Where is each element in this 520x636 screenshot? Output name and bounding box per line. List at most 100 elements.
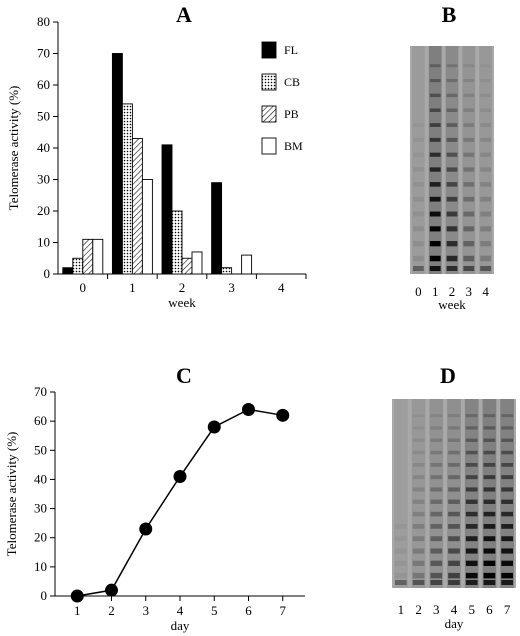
gel-band bbox=[501, 450, 513, 455]
gel-band bbox=[465, 536, 478, 542]
lane-label: 1 bbox=[398, 602, 405, 617]
gel-lane-smear bbox=[429, 399, 444, 588]
data-point bbox=[105, 583, 119, 597]
gel-band bbox=[463, 241, 475, 247]
data-point bbox=[139, 522, 153, 536]
gel-band bbox=[429, 108, 441, 113]
y-tick-label: 20 bbox=[37, 203, 50, 218]
gel-band bbox=[448, 572, 460, 579]
gel-lane-smear bbox=[462, 46, 476, 274]
data-point bbox=[241, 402, 255, 416]
gel-band bbox=[395, 572, 407, 579]
gel-x-axis-title: day bbox=[445, 616, 464, 631]
gel-band bbox=[480, 255, 491, 262]
data-point bbox=[207, 420, 221, 434]
y-tick-label: 40 bbox=[37, 140, 50, 155]
lane-label: 2 bbox=[449, 284, 456, 299]
gel-band bbox=[413, 152, 424, 157]
gel-band bbox=[412, 560, 425, 566]
gel-band bbox=[412, 499, 425, 504]
gel-band bbox=[501, 560, 513, 566]
gel-band bbox=[448, 548, 460, 554]
gel-band bbox=[463, 152, 475, 157]
gel-band bbox=[448, 414, 460, 418]
lane-label: 3 bbox=[433, 602, 440, 617]
gel-band bbox=[463, 93, 475, 98]
legend-swatch-bm bbox=[261, 137, 277, 155]
gel-primer-band bbox=[465, 580, 478, 585]
gel-band bbox=[446, 123, 458, 127]
gel-band bbox=[448, 450, 460, 455]
gel-band bbox=[480, 241, 491, 247]
gel-band bbox=[446, 196, 458, 202]
gel-band bbox=[480, 182, 491, 187]
gel-primer-band bbox=[430, 580, 443, 585]
gel-band bbox=[429, 123, 441, 127]
gel-band bbox=[480, 78, 491, 83]
gel-lane-smear bbox=[412, 46, 425, 274]
gel-lane-smear bbox=[445, 46, 459, 274]
gel-band bbox=[463, 78, 475, 83]
gel-band bbox=[501, 536, 513, 542]
gel-band bbox=[483, 414, 496, 418]
gel-band bbox=[465, 524, 478, 529]
x-tick-label: 4 bbox=[177, 603, 184, 618]
gel-lane-smear bbox=[411, 399, 426, 588]
bar-bm bbox=[141, 179, 153, 275]
lane-label: 4 bbox=[451, 602, 458, 617]
y-tick-label: 10 bbox=[34, 559, 47, 574]
gel-band bbox=[412, 572, 425, 579]
legend-label-cb: CB bbox=[284, 75, 300, 89]
y-tick-label: 70 bbox=[34, 384, 47, 399]
x-tick-label: 0 bbox=[80, 280, 87, 295]
x-tick-label: 4 bbox=[278, 280, 285, 295]
gel-band bbox=[412, 426, 425, 430]
gel-band bbox=[430, 524, 443, 529]
gel-band bbox=[446, 152, 458, 157]
gel-band bbox=[412, 536, 425, 542]
gel-band bbox=[413, 226, 424, 232]
bar-cb bbox=[171, 210, 183, 275]
gel-band bbox=[446, 108, 458, 113]
y-tick-label: 70 bbox=[37, 46, 50, 61]
gel-band bbox=[465, 426, 478, 430]
gel-band bbox=[480, 108, 491, 113]
gel-band bbox=[413, 211, 424, 217]
bar-pb bbox=[131, 138, 143, 275]
panel-a-bar-chart: A 0 10 20 30 40 50 60 70 80 0 1 2 3 4 week Telomerase a… bbox=[6, 2, 307, 310]
gel-band bbox=[412, 462, 425, 467]
gel-band bbox=[465, 475, 478, 480]
gel-band bbox=[483, 560, 496, 566]
gel-band bbox=[448, 487, 460, 492]
x-axis-title: week bbox=[168, 295, 196, 310]
gel-primer-band bbox=[483, 580, 496, 585]
lane-label: 1 bbox=[432, 284, 439, 299]
gel-band bbox=[395, 524, 407, 529]
gel-lane-smear bbox=[428, 46, 442, 274]
gel-primer-band bbox=[395, 580, 407, 585]
y-tick-label: 10 bbox=[37, 235, 50, 250]
legend-label-bm: BM bbox=[284, 139, 303, 153]
data-point bbox=[70, 589, 84, 603]
legend-label-pb: PB bbox=[284, 107, 299, 121]
x-tick-label: 2 bbox=[108, 603, 115, 618]
gel-band bbox=[429, 196, 441, 202]
gel-band bbox=[465, 487, 478, 492]
y-tick-label: 60 bbox=[37, 77, 50, 92]
legend-swatch-cb bbox=[261, 73, 277, 91]
gel-band bbox=[446, 64, 458, 68]
gel-band bbox=[429, 167, 441, 172]
gel-band bbox=[395, 560, 407, 566]
gel-band bbox=[429, 137, 441, 142]
gel-band bbox=[483, 475, 496, 480]
gel-band bbox=[429, 182, 441, 187]
gel-band bbox=[480, 137, 491, 142]
gel-band bbox=[429, 241, 441, 247]
gel-band bbox=[465, 414, 478, 418]
gel-band bbox=[446, 211, 458, 217]
lane-label: 4 bbox=[482, 284, 489, 299]
gel-band bbox=[501, 572, 513, 579]
gel-band bbox=[501, 499, 513, 504]
gel-background bbox=[392, 399, 516, 588]
gel-band bbox=[448, 499, 460, 504]
